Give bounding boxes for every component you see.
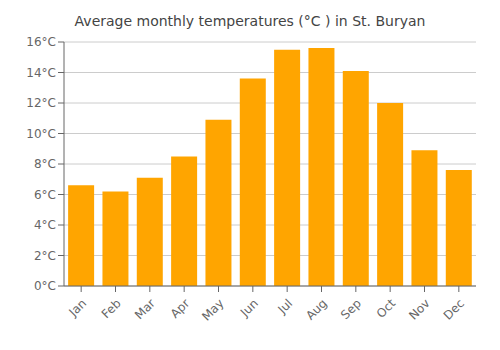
svg-text:Oct: Oct xyxy=(374,296,399,321)
svg-text:6°C: 6°C xyxy=(34,188,56,202)
svg-text:Nov: Nov xyxy=(406,296,432,322)
svg-text:Sep: Sep xyxy=(338,296,364,322)
svg-text:16°C: 16°C xyxy=(26,35,56,49)
svg-text:Apr: Apr xyxy=(168,296,193,321)
svg-text:Aug: Aug xyxy=(303,296,329,322)
svg-text:14°C: 14°C xyxy=(26,66,56,80)
svg-text:10°C: 10°C xyxy=(26,127,56,141)
svg-text:Dec: Dec xyxy=(441,296,467,322)
svg-text:Jul: Jul xyxy=(274,296,295,317)
svg-text:12°C: 12°C xyxy=(26,96,56,110)
svg-text:Mar: Mar xyxy=(132,296,158,322)
svg-text:Feb: Feb xyxy=(99,296,124,321)
svg-text:2°C: 2°C xyxy=(34,249,56,263)
svg-text:8°C: 8°C xyxy=(34,157,56,171)
svg-text:0°C: 0°C xyxy=(34,279,56,293)
svg-text:Jan: Jan xyxy=(66,296,90,320)
html-text:Average monthly temperatures (: Average monthly temperatures (°C ) in St… xyxy=(74,13,426,29)
svg-text:Jun: Jun xyxy=(237,296,261,320)
svg-text:4°C: 4°C xyxy=(34,218,56,232)
svg-text:May: May xyxy=(199,296,226,323)
